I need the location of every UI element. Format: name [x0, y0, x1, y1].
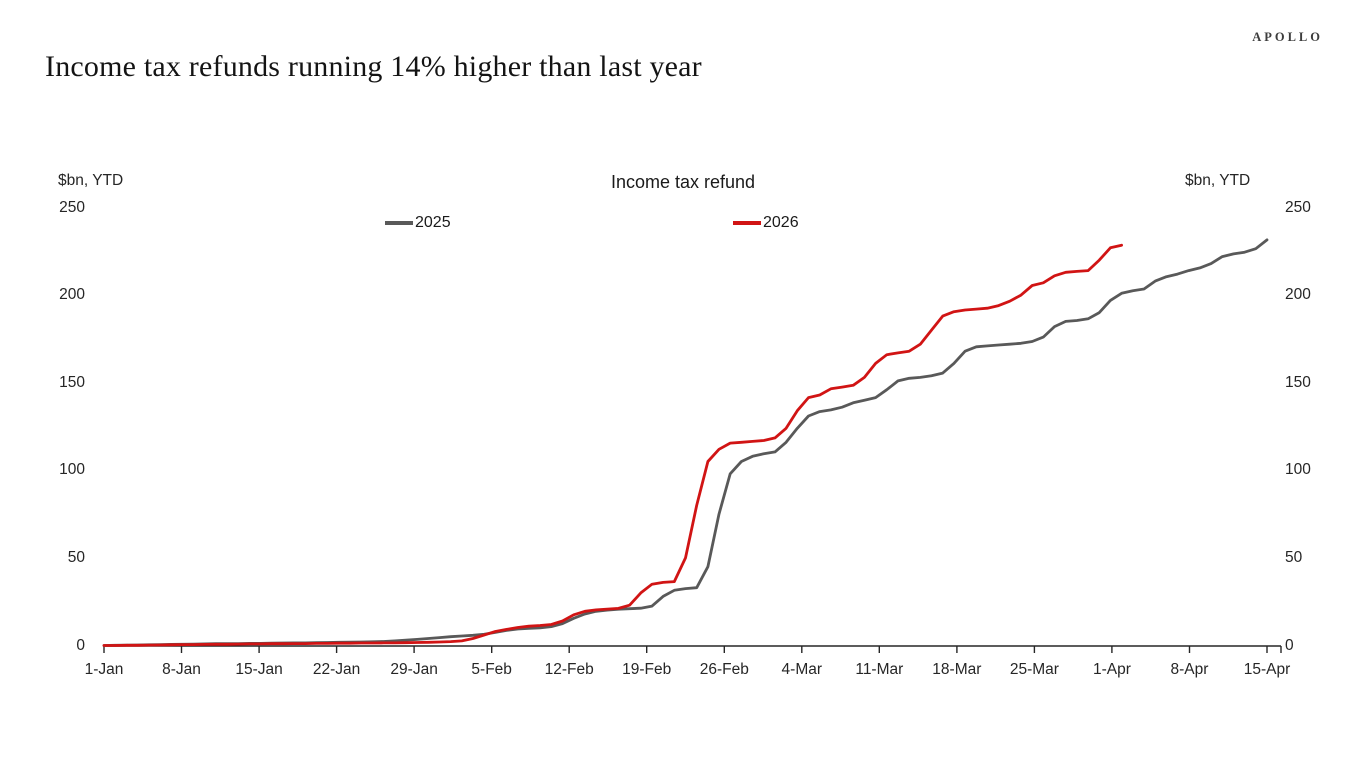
- y-axis-tick-label-right: 150: [1285, 373, 1311, 391]
- y-axis-tick-label-right: 50: [1285, 548, 1303, 566]
- legend-label-2025: 2025: [415, 214, 451, 231]
- x-axis-tick-label: 1-Apr: [1092, 661, 1131, 678]
- x-axis-tick-label: 1-Jan: [84, 661, 124, 678]
- x-axis-tick-label: 5-Feb: [471, 661, 512, 678]
- legend-line-2026: [733, 221, 761, 225]
- x-axis-tick-label: 15-Apr: [1243, 661, 1291, 678]
- legend-item-2025: 2025: [385, 214, 451, 232]
- legend-label-2026: 2026: [763, 214, 799, 231]
- y-axis-tick-label-right: 100: [1285, 461, 1311, 479]
- right-axis-unit-label: $bn, YTD: [1185, 172, 1251, 189]
- y-axis-tick-label-right: 250: [1285, 198, 1311, 216]
- x-axis-tick-label: 15-Jan: [235, 661, 283, 678]
- x-axis-tick-label: 29-Jan: [390, 661, 438, 678]
- x-axis-tick-label: 19-Feb: [622, 661, 672, 678]
- x-axis-tick-label: 12-Feb: [544, 661, 594, 678]
- y-axis-tick-label-left: 200: [59, 286, 85, 304]
- legend-item-2026: 2026: [733, 214, 799, 232]
- apollo-logo: APOLLO: [1252, 30, 1323, 44]
- page-title: Income tax refunds running 14% higher th…: [45, 50, 702, 83]
- x-axis-tick-label: 18-Mar: [932, 661, 982, 678]
- y-axis-tick-label-left: 50: [67, 548, 85, 566]
- chart-title: Income tax refund: [610, 172, 756, 192]
- x-axis-tick-label: 22-Jan: [312, 661, 361, 678]
- y-axis-tick-label-left: 250: [59, 198, 85, 216]
- left-axis-unit-label: $bn, YTD: [58, 172, 124, 189]
- y-axis-tick-label-left: 100: [59, 461, 85, 479]
- x-axis-tick-label: 25-Mar: [1009, 661, 1059, 678]
- legend-line-2025: [385, 221, 413, 225]
- y-axis-tick-label-left: 0: [76, 636, 85, 654]
- x-axis-tick-label: 4-Mar: [781, 661, 823, 678]
- y-axis-tick-label-right: 200: [1285, 286, 1311, 304]
- x-axis-tick-label: 26-Feb: [699, 661, 749, 678]
- x-axis-tick-label: 8-Apr: [1170, 661, 1209, 678]
- x-axis-tick-label: 8-Jan: [162, 661, 201, 678]
- y-axis-tick-label-right: 0: [1285, 636, 1294, 654]
- x-axis-tick-label: 11-Mar: [855, 661, 904, 678]
- y-axis-tick-label-left: 150: [59, 373, 85, 391]
